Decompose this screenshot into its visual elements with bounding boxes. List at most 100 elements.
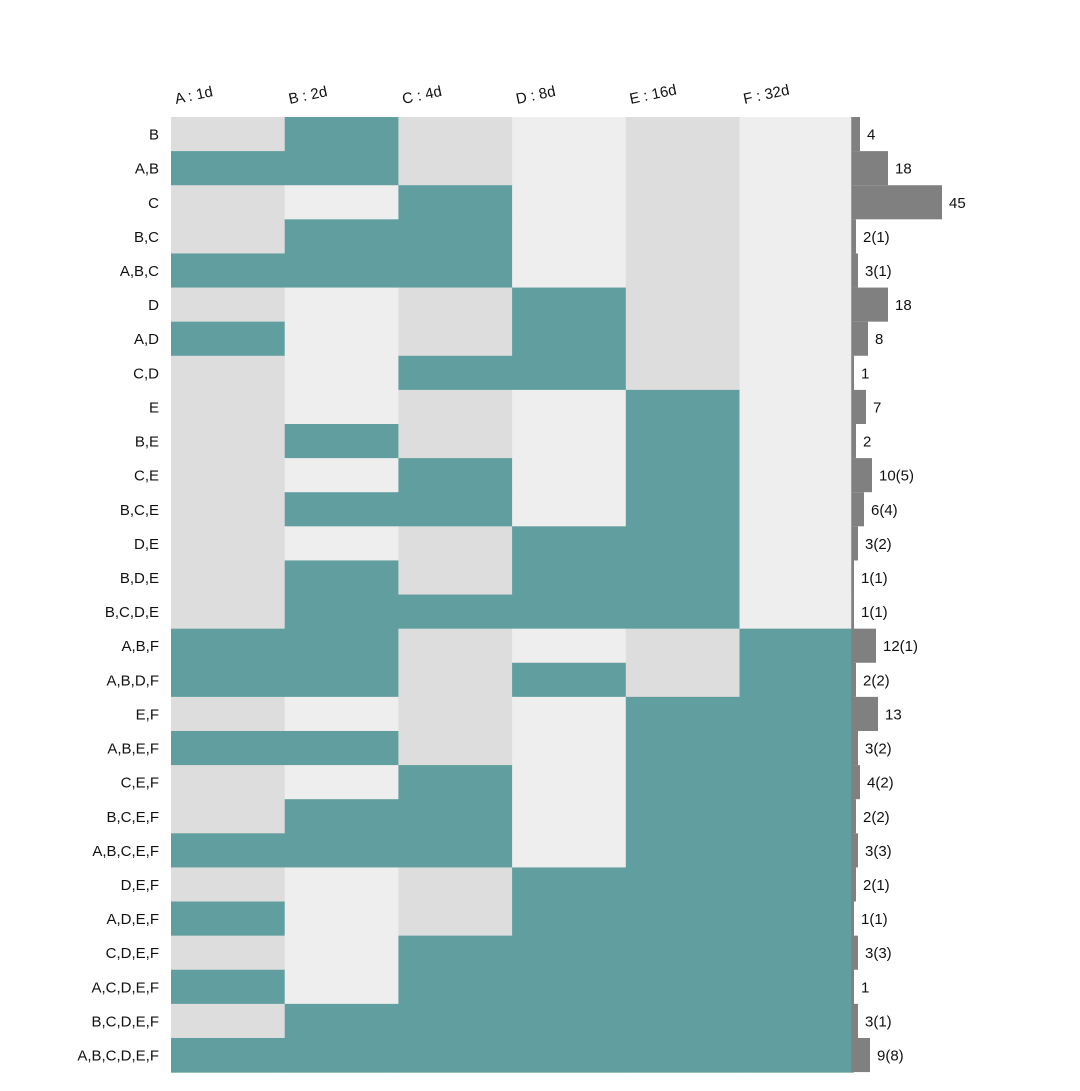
heatmap-cell — [284, 151, 399, 186]
heatmap-cell — [512, 799, 627, 834]
heatmap-cell — [512, 526, 627, 562]
heatmap-cell — [739, 1037, 854, 1073]
heatmap-cell — [171, 355, 286, 391]
heatmap-cell — [171, 1037, 286, 1073]
heatmap-cell — [739, 287, 854, 323]
count-label: 1(1) — [861, 604, 888, 621]
heatmap-cell — [625, 628, 741, 664]
count-label: 2(2) — [863, 672, 890, 689]
heatmap-cell — [398, 492, 513, 527]
column-label: D : 8d — [514, 83, 557, 108]
heatmap-cell — [739, 560, 854, 596]
count-bar — [852, 492, 864, 527]
heatmap-cell — [512, 935, 627, 971]
heatmap-cell — [398, 458, 513, 493]
heatmap-cell — [284, 458, 399, 493]
heatmap-cell — [284, 355, 399, 391]
heatmap-cell — [398, 185, 513, 220]
column-label: A : 1d — [173, 83, 214, 108]
heatmap-cell — [512, 696, 627, 732]
row-label: E — [149, 399, 159, 416]
heatmap-cell — [171, 321, 286, 357]
heatmap-cell — [625, 492, 741, 527]
column-label: C : 4d — [401, 83, 444, 108]
count-label: 13 — [885, 706, 902, 723]
row-label: B — [149, 127, 159, 144]
heatmap-cell — [739, 355, 854, 391]
heatmap-cell — [739, 833, 854, 869]
heatmap-cell — [284, 117, 399, 152]
heatmap-cell — [284, 526, 399, 562]
count-bar — [852, 662, 856, 697]
heatmap-cell — [398, 765, 513, 800]
heatmap-cell — [739, 594, 854, 630]
column-label: B : 2d — [287, 83, 329, 108]
column-label: F : 32d — [742, 82, 791, 108]
heatmap-cell — [739, 901, 854, 937]
heatmap-cell — [739, 117, 854, 152]
heatmap-cell — [739, 492, 854, 527]
heatmap-cell — [171, 423, 286, 459]
count-label: 1 — [861, 979, 869, 996]
count-bar — [852, 628, 876, 663]
heatmap-cell — [512, 594, 627, 630]
heatmap-cell — [171, 458, 286, 493]
heatmap-cell — [625, 867, 741, 903]
row-label: E,F — [136, 706, 159, 723]
heatmap-cell — [739, 219, 854, 255]
heatmap-cell — [284, 833, 399, 869]
count-bar — [852, 1003, 858, 1038]
count-label: 3(1) — [865, 263, 892, 280]
heatmap-cell — [512, 833, 627, 869]
heatmap-cell — [171, 287, 286, 323]
heatmap-cell — [398, 901, 513, 937]
heatmap-cell — [739, 253, 854, 289]
heatmap-cell — [171, 833, 286, 869]
heatmap-cell — [739, 151, 854, 186]
count-bar — [852, 1037, 870, 1073]
count-bar — [852, 901, 854, 936]
heatmap-cell — [512, 662, 627, 698]
row-label: B,E — [135, 434, 159, 451]
heatmap-cell — [398, 321, 513, 357]
heatmap-cell — [284, 969, 399, 1005]
heatmap-cell — [171, 219, 286, 255]
heatmap-cell — [398, 730, 513, 766]
row-label: D,E,F — [121, 877, 159, 894]
heatmap-cell — [284, 662, 399, 698]
count-bar — [852, 560, 854, 595]
heatmap-cell — [739, 765, 854, 800]
heatmap-cell — [284, 867, 399, 903]
count-bar — [852, 867, 856, 902]
heatmap-cell — [512, 901, 627, 937]
heatmap-cell — [284, 901, 399, 937]
heatmap-cell — [625, 389, 741, 425]
count-label: 4 — [867, 127, 875, 144]
row-label: C,D — [133, 365, 159, 382]
heatmap-cell — [171, 1003, 286, 1039]
row-label: C — [148, 195, 159, 212]
heatmap-cell — [512, 321, 627, 357]
heatmap-cell — [284, 765, 399, 800]
heatmap-cell — [739, 423, 854, 459]
heatmap-cell — [284, 1037, 399, 1073]
row-label: A,C,D,E,F — [91, 979, 159, 996]
heatmap-cell — [171, 151, 286, 186]
heatmap-cell — [739, 730, 854, 766]
row-label: D — [148, 297, 159, 314]
heatmap-cell — [398, 662, 513, 698]
heatmap-cell — [625, 526, 741, 562]
count-bar — [852, 526, 858, 561]
row-label: B,C,D,E — [105, 604, 159, 621]
heatmap-cell — [625, 560, 741, 596]
heatmap-cell — [171, 253, 286, 289]
count-label: 3(2) — [865, 741, 892, 758]
heatmap-cell — [512, 389, 627, 425]
count-label: 10(5) — [879, 468, 914, 485]
heatmap-cell — [625, 901, 741, 937]
heatmap-cell — [739, 662, 854, 698]
row-label: B,D,E — [120, 570, 159, 587]
count-label: 1(1) — [861, 570, 888, 587]
row-label: A,B,C,E,F — [92, 843, 159, 860]
heatmap-cell — [739, 969, 854, 1005]
